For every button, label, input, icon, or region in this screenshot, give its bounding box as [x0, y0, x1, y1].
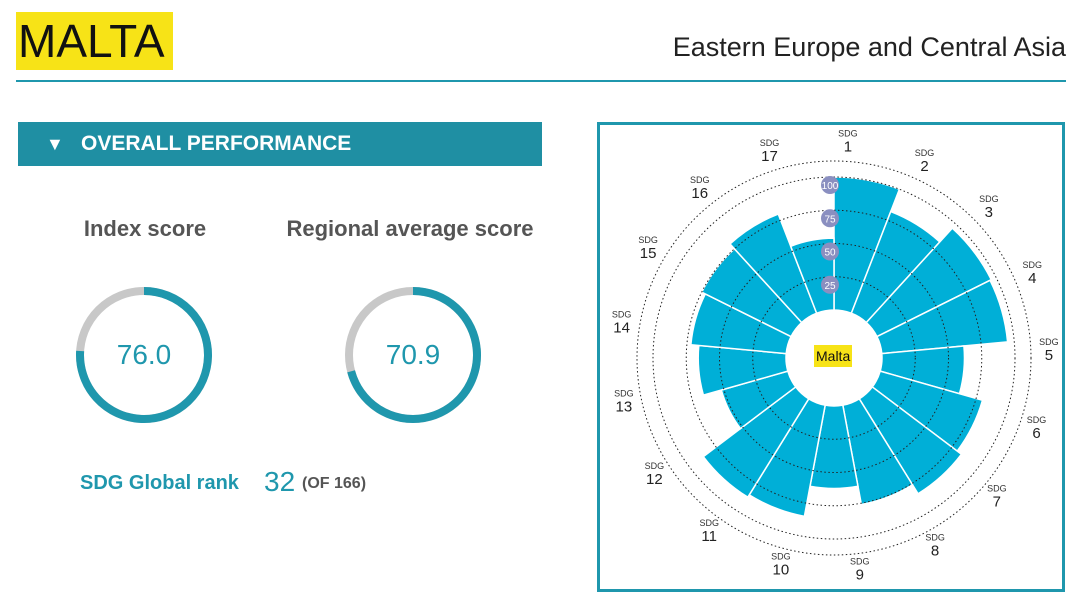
sdg-bar-7 — [858, 385, 963, 495]
sdg-bar-4 — [875, 279, 1009, 355]
scale-badge-100 — [821, 176, 839, 194]
section-title: OVERALL PERFORMANCE — [81, 132, 352, 155]
sdg-prefix-11: SDG — [699, 518, 719, 528]
sdg-number-1: 1 — [844, 138, 852, 155]
sdg-prefix-10: SDG — [771, 551, 791, 561]
index-score-label: Index score — [83, 216, 207, 241]
sdg-prefix-2: SDG — [915, 148, 935, 158]
regional-gauge-fill — [347, 287, 481, 423]
scale-label-25: 25 — [824, 281, 836, 292]
sdg-number-11: 11 — [701, 528, 717, 545]
regional-score-gauge: 70.9 — [343, 285, 483, 425]
sdg-number-10: 10 — [773, 561, 790, 578]
sdg-number-12: 12 — [646, 471, 663, 488]
sdg-number-13: 13 — [615, 398, 632, 415]
sdg-prefix-6: SDG — [1027, 415, 1047, 425]
sdg-prefix-4: SDG — [1023, 260, 1043, 270]
triangle-down-icon[interactable]: ▼ — [46, 134, 64, 154]
sdg-number-6: 6 — [1032, 425, 1040, 442]
scale-label-100: 100 — [822, 181, 839, 192]
sdg-prefix-15: SDG — [638, 235, 658, 245]
scale-badge-75 — [821, 209, 839, 228]
region-name: Eastern Europe and Central Asia — [672, 32, 1066, 62]
scale-label-50: 50 — [824, 248, 836, 259]
sdg-number-14: 14 — [613, 319, 630, 336]
sdg-prefix-17: SDG — [760, 138, 780, 148]
chart-center-label: Malta — [814, 345, 853, 367]
gridline-50 — [719, 243, 949, 473]
sdg-number-17: 17 — [761, 148, 778, 165]
scale-badge-50 — [821, 242, 839, 261]
index-score-gauge: 76.0 — [74, 285, 214, 425]
index-gauge-fill — [76, 287, 212, 423]
sdg-prefix-1: SDG — [838, 128, 858, 138]
scale-label-75: 75 — [824, 214, 836, 225]
gridline-75 — [685, 209, 983, 507]
sdg-prefix-14: SDG — [612, 309, 632, 319]
regional-gauge-svg — [345, 287, 481, 423]
sdg-number-2: 2 — [920, 158, 928, 175]
scale-badge-25 — [821, 275, 839, 294]
gridline-25 — [752, 276, 916, 440]
sdg-number-15: 15 — [640, 245, 657, 262]
sdg-prefix-8: SDG — [925, 533, 945, 543]
sdg-number-9: 9 — [856, 566, 864, 583]
sdg-bar-16 — [728, 213, 818, 324]
sdg-number-8: 8 — [931, 543, 939, 560]
sdg-number-4: 4 — [1028, 270, 1036, 287]
regional-score-value: 70.9 — [385, 339, 441, 370]
sdg-prefix-16: SDG — [690, 175, 710, 185]
sdg-prefix-5: SDG — [1039, 337, 1059, 347]
index-score-value: 76.0 — [116, 339, 172, 370]
sdg-prefix-3: SDG — [979, 194, 999, 204]
index-gauge-svg — [76, 287, 212, 423]
sdg-bar-3 — [865, 227, 993, 338]
country-title: MALTA — [16, 12, 173, 70]
global-rank-label: SDG Global rank — [80, 472, 239, 494]
sdg-number-7: 7 — [993, 493, 1001, 510]
regional-score-label: Regional average score — [286, 216, 534, 241]
sdg-number-5: 5 — [1045, 347, 1053, 364]
global-rank-value: 32 — [264, 466, 296, 497]
sdg-number-3: 3 — [985, 204, 993, 221]
outer-gridline — [636, 160, 1032, 556]
sdg-prefix-7: SDG — [987, 483, 1007, 493]
sdg-bar-8 — [841, 397, 914, 506]
global-rank-total: (OF 166) — [302, 475, 367, 492]
sdg-prefix-9: SDG — [850, 556, 870, 566]
sdg-prefix-12: SDG — [645, 461, 665, 471]
overall-performance-header[interactable]: ▼ OVERALL PERFORMANCE — [18, 122, 542, 166]
header-divider — [16, 80, 1066, 82]
sdg-chart-frame: 25 50 75 100 SDG 1 SDG 2 SDG 3 SDG 4 SDG 5 SDG 6 SDG 7 SDG… — [597, 122, 1065, 592]
sdg-prefix-13: SDG — [614, 388, 634, 398]
sdg-number-16: 16 — [691, 185, 708, 202]
